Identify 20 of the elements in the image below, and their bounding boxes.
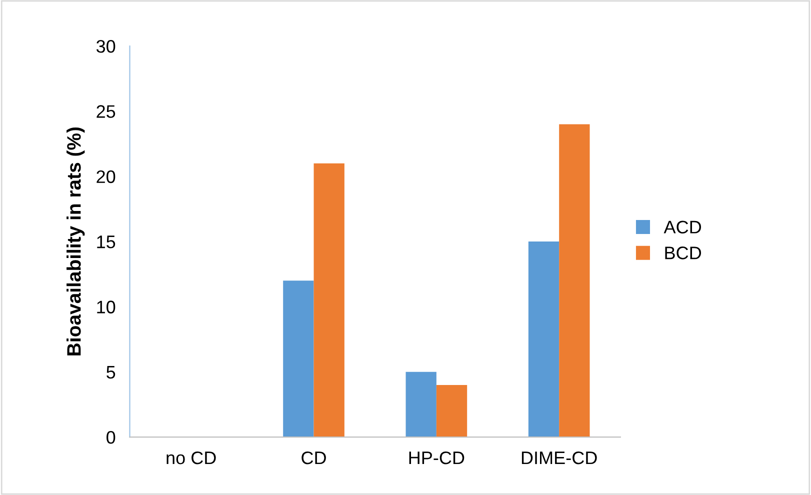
y-tick-label: 10 [97, 300, 116, 314]
bar [559, 124, 590, 438]
bar [528, 242, 560, 438]
legend-label: BCD [665, 246, 702, 260]
x-tick-label: HP-CD [409, 451, 464, 464]
y-tick-label: 25 [96, 105, 116, 118]
y-tick-label: 20 [96, 170, 116, 184]
y-tick-label: 5 [106, 366, 116, 379]
bar [283, 280, 314, 438]
y-tick-label: 30 [96, 40, 116, 53]
legend-label: ACD [664, 220, 702, 234]
x-tick-label: CD [302, 451, 326, 464]
bar [314, 163, 344, 438]
y-axis-title: Bioavailability in rats (%) [66, 127, 85, 356]
bar [406, 372, 436, 438]
y-tick-label: 15 [97, 236, 116, 248]
bar [436, 384, 468, 438]
x-tick-label: no CD [166, 451, 216, 464]
x-tick-label: DIME-CD [522, 451, 597, 464]
y-tick-label: 0 [106, 431, 116, 444]
